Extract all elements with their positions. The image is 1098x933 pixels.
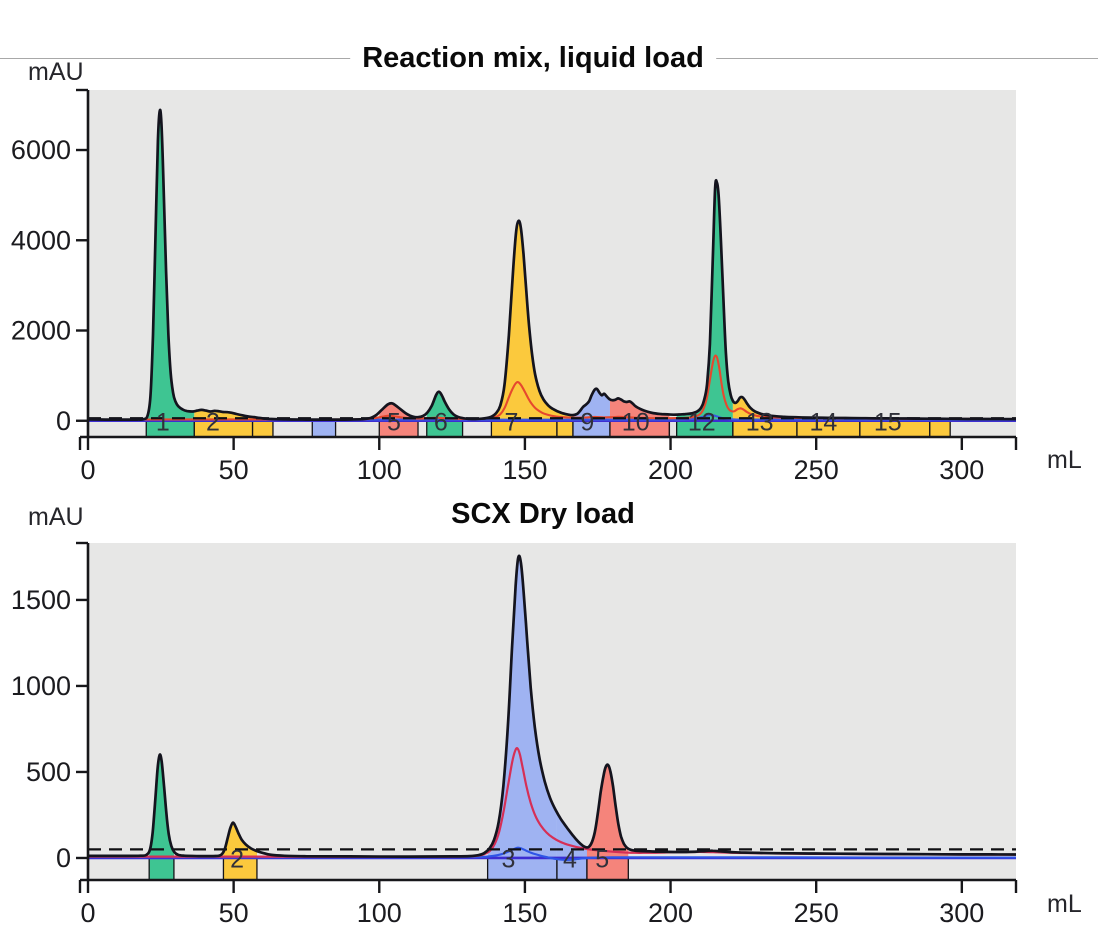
fraction-number-4: 4 [563, 846, 577, 874]
fraction-number-5: 5 [595, 846, 609, 874]
fraction-block [556, 420, 574, 438]
bottom-chart-x-unit-label: mL [1047, 890, 1082, 918]
y-tick-label: 0 [56, 406, 71, 436]
y-tick-label: 2000 [11, 316, 71, 346]
fraction-number-9: 9 [580, 408, 594, 436]
fraction-block [148, 857, 175, 881]
y-tick-label: 4000 [11, 225, 71, 255]
x-tick-label: 50 [219, 898, 249, 928]
y-tick-label: 0 [56, 843, 71, 873]
fraction-number-5: 5 [387, 408, 401, 436]
top-chromatogram: 1 2 5 6 7 9 10 12 13 14 150 50 100 150 200 250 300020004… [11, 88, 1018, 485]
peak-fill-fraction-13 [732, 396, 797, 421]
top-chart-title: Reaction mix, liquid load [350, 41, 716, 75]
x-tick-label: 200 [648, 455, 693, 485]
x-tick-label: 0 [80, 898, 95, 928]
x-tick-label: 150 [502, 898, 547, 928]
x-tick-label: 200 [648, 898, 693, 928]
x-tick-label: 0 [80, 455, 95, 485]
x-tick-label: 100 [357, 898, 402, 928]
plot-background [88, 90, 1016, 437]
y-tick-label: 500 [26, 757, 71, 787]
fraction-block [311, 420, 337, 438]
trace-uv-280-black [87, 108, 1017, 421]
fraction-number-3: 3 [502, 846, 516, 874]
y-tick-label: 6000 [11, 135, 71, 165]
fraction-number-13: 13 [746, 408, 774, 436]
x-tick-label: 100 [357, 455, 402, 485]
trace-uv-280-black [88, 554, 1017, 858]
peak-fill-fraction-1 [146, 109, 195, 421]
peak-fill-fraction-2 [223, 822, 257, 858]
top-chart-y-unit-label: mAU [28, 58, 84, 86]
y-tick-label: 1500 [11, 585, 71, 615]
fraction-block-1 [145, 420, 195, 438]
x-tick-label: 250 [794, 455, 839, 485]
fraction-number-15: 15 [874, 408, 902, 436]
fraction-block-3 [486, 857, 558, 881]
fraction-number-6: 6 [434, 408, 448, 436]
top-chart-x-unit-label: mL [1047, 446, 1082, 474]
fraction-number-14: 14 [810, 408, 838, 436]
bottom-chart-y-unit-label: mAU [28, 503, 84, 531]
fraction-number-10: 10 [622, 408, 650, 436]
fraction-number-1: 1 [156, 408, 170, 436]
fraction-block-7 [490, 420, 558, 438]
x-tick-label: 300 [939, 898, 984, 928]
peak-fill-fraction-7 [491, 220, 557, 421]
trace-uv-tertiary-blue [87, 846, 1016, 861]
fraction-number-2: 2 [206, 408, 220, 436]
fraction-block [929, 420, 951, 438]
fraction-number-7: 7 [505, 408, 519, 436]
fraction-block [251, 420, 274, 438]
fraction-block-2 [193, 420, 254, 438]
y-tick-label: 1000 [11, 671, 71, 701]
x-tick-label: 50 [219, 455, 249, 485]
fraction-number-12: 12 [688, 408, 716, 436]
x-tick-label: 250 [794, 898, 839, 928]
peak-fill-fraction-5 [586, 764, 629, 858]
x-tick-label: 300 [939, 455, 984, 485]
bottom-chart-title: SCX Dry load [439, 497, 647, 531]
fraction-block [668, 420, 678, 438]
fraction-number-2: 2 [230, 846, 244, 874]
x-tick-label: 150 [502, 455, 547, 485]
peak-fill-fraction-9 [572, 388, 610, 421]
